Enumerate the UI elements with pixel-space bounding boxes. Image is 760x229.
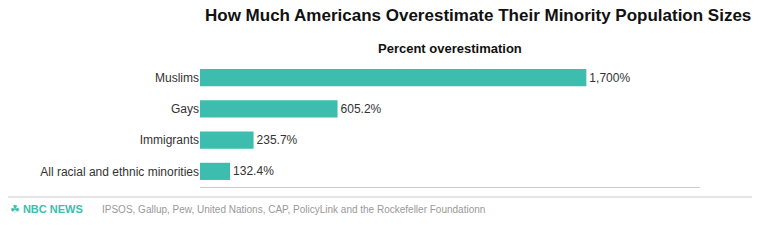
svg-text:Percent overestimation: Percent overestimation <box>378 41 522 56</box>
svg-text:1,700%: 1,700% <box>589 71 630 85</box>
svg-text:How Much Americans Overestimat: How Much Americans Overestimate Their Mi… <box>205 6 751 25</box>
svg-text:Gays: Gays <box>171 102 199 116</box>
svg-text:605.2%: 605.2% <box>341 102 382 116</box>
svg-text:Immigrants: Immigrants <box>140 133 199 147</box>
svg-text:All racial and ethnic minoriti: All racial and ethnic minorities <box>40 165 199 179</box>
svg-text:132.4%: 132.4% <box>233 164 274 178</box>
svg-text:☘ NBC NEWS: ☘ NBC NEWS <box>10 203 83 215</box>
svg-text:IPSOS, Gallup, Pew, United Nat: IPSOS, Gallup, Pew, United Nations, CAP,… <box>102 204 485 215</box>
svg-text:235.7%: 235.7% <box>257 133 298 147</box>
svg-text:Muslims: Muslims <box>155 71 199 85</box>
